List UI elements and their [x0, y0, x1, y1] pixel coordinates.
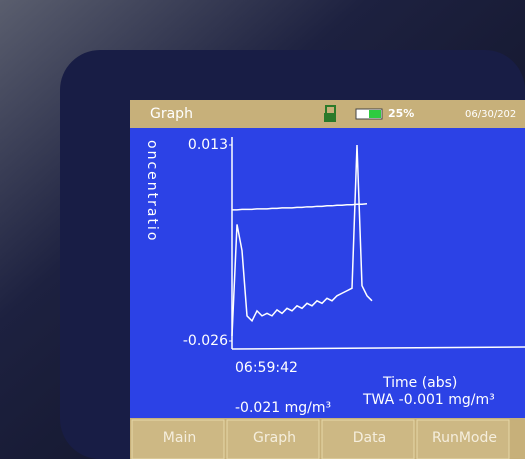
- y-tick-label: -0.026: [183, 333, 228, 349]
- button-label[interactable]: Main: [163, 430, 196, 446]
- y-tick-label: 0.013: [188, 137, 228, 153]
- graph-screen: [130, 128, 525, 418]
- header-title: Graph: [150, 106, 193, 122]
- lock-icon-body: [324, 113, 336, 122]
- x-axis-label: Time (abs): [382, 375, 457, 391]
- device-photo: Graph 25% 06/30/202 oncentratio 0.013 -0.0…: [0, 0, 525, 459]
- button-label[interactable]: Data: [353, 430, 386, 446]
- page: Graph 25% 06/30/202 oncentratio 0.013 -0.0…: [0, 0, 525, 459]
- battery-percent: 25%: [388, 107, 414, 120]
- readout-value: -0.021 mg/m³: [235, 400, 331, 416]
- button-label[interactable]: RunMode: [432, 430, 497, 446]
- x-tick-label: 06:59:42: [235, 360, 298, 376]
- y-axis-label: oncentratio: [144, 140, 160, 242]
- battery-level: [369, 110, 381, 118]
- header-date: 06/30/202: [465, 109, 516, 120]
- readout-twa: TWA -0.001 mg/m³: [362, 392, 495, 408]
- button-label[interactable]: Graph: [253, 430, 296, 446]
